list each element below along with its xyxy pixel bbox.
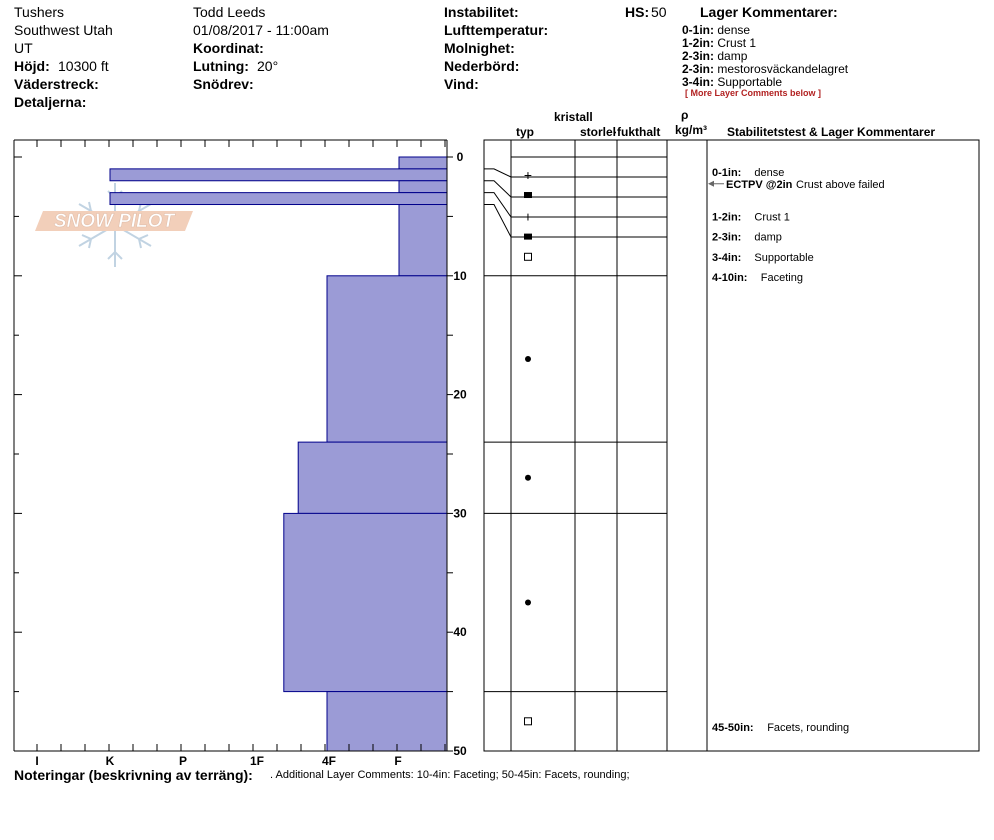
grain-symbol-open-square: [524, 717, 532, 726]
col-stability: Stabilitetstest & Lager Kommentarer: [727, 125, 936, 139]
layer-comment-range: 45-50in:: [712, 722, 754, 734]
elevation-label: Höjd:: [14, 58, 50, 74]
more-comments-link[interactable]: [ More Layer Comments below ]: [685, 88, 822, 98]
grain-symbol-dot: [525, 355, 531, 362]
grain-symbol-dot: [525, 599, 531, 606]
details-label: Detaljerna:: [14, 94, 87, 110]
hardness-tick-label: 1F: [250, 754, 264, 768]
hardness-tick-label: K: [106, 754, 115, 768]
hardness-tick-label: I: [35, 754, 38, 768]
depth-tick-label: 30: [453, 506, 467, 520]
layer-comment-text: Faceting: [761, 272, 803, 284]
observation-datetime: 01/08/2017 - 11:00am: [193, 22, 329, 38]
hardness-layer-bar: [398, 156, 448, 170]
hardness-tick-label: F: [394, 754, 401, 768]
layer-connector-line: [484, 204, 512, 238]
stability-test-text: Crust above failed: [796, 179, 885, 191]
grain-symbol-open-square: [524, 252, 532, 261]
air-temp-label: Lufttemperatur:: [444, 22, 549, 38]
slope-label: Lutning:: [193, 58, 249, 74]
coordinate-label: Koordinat:: [193, 40, 264, 56]
hardness-layer-bar: [283, 512, 448, 693]
grain-symbol-plus: +: [524, 167, 532, 183]
elevation-value: 10300 ft: [58, 58, 109, 74]
sky-label: Molnighet:: [444, 40, 515, 56]
drift-label: Snödrev:: [193, 76, 254, 92]
header-comment-row: 2-3in: mestorosväckandelagret: [682, 62, 849, 76]
region-name: Southwest Utah: [14, 22, 113, 38]
snowpilot-logo: SNOW PILOT: [35, 183, 193, 267]
hardness-layer-bar: [109, 168, 448, 182]
depth-tick-label: 0: [457, 150, 464, 164]
layer-comment-text: Supportable: [754, 252, 813, 264]
hs-label: HS:: [625, 4, 650, 20]
depth-tick-label: 10: [453, 269, 467, 283]
hardness-layer-bar: [109, 192, 448, 206]
stratigraphy-table: + + ECTPV @2in Crust above failed 0-1in: dens…: [483, 139, 980, 752]
state-name: UT: [14, 40, 33, 56]
col-density-unit: kg/m³: [675, 123, 708, 137]
header-comment-row: 1-2in: Crust 1: [682, 36, 757, 50]
layer-comment-text: dense: [754, 167, 784, 179]
notes-text: . Additional Layer Comments: 10-4in: Fac…: [270, 769, 630, 781]
hardness-layer-bar: [326, 691, 448, 752]
grain-symbol-filled-square: [524, 233, 532, 240]
location-name: Tushers: [14, 4, 65, 20]
wind-label: Vind:: [444, 76, 479, 92]
hardness-layer-bar: [398, 204, 448, 277]
aspect-label: Väderstreck:: [14, 76, 99, 92]
header-comment-row: 2-3in: damp: [682, 49, 748, 63]
hardness-layer-bar: [398, 180, 448, 194]
layer-connector-line: [484, 192, 512, 218]
grain-symbol-filled-square: [524, 192, 532, 199]
layer-comment-range: 1-2in:: [712, 211, 741, 223]
layer-comment-range: 4-10in:: [712, 272, 747, 284]
col-rho: ρ: [681, 108, 689, 122]
observer-name: Todd Leeds: [193, 4, 266, 20]
col-typ: typ: [516, 125, 534, 139]
layer-comment-text: Crust 1: [754, 211, 789, 223]
stability-test-label: ECTPV @2in: [726, 179, 793, 191]
slope-value: 20°: [257, 58, 279, 74]
header-comment-row: 3-4in: Supportable: [682, 75, 783, 89]
notes-label: Noteringar (beskrivning av terräng):: [14, 767, 253, 783]
layer-connector-line: [484, 168, 512, 178]
hardness-tick-label: 4F: [322, 754, 336, 768]
depth-tick-label: 50: [453, 744, 467, 758]
hardness-plot: I K P 1F 4F F 0 10 20 30 40 50: [13, 139, 467, 768]
layer-comment-range: 0-1in:: [712, 167, 741, 179]
hardness-layer-bar: [297, 441, 448, 514]
layer-comment-range: 2-3in:: [712, 232, 741, 244]
layer-comments-title: Lager Kommentarer:: [700, 4, 838, 20]
col-kristall: kristall: [554, 110, 593, 124]
logo-text: SNOW PILOT: [54, 211, 176, 232]
hardness-tick-label: P: [179, 754, 187, 768]
col-storlek: storlek: [580, 126, 616, 139]
precip-label: Nederbörd:: [444, 58, 520, 74]
layer-comment-text: Facets, rounding: [767, 722, 849, 734]
depth-tick-label: 40: [453, 625, 467, 639]
grain-symbol-dot: [525, 474, 531, 481]
instability-label: Instabilitet:: [444, 4, 519, 20]
hardness-layer-bar: [326, 275, 448, 443]
grain-symbol-plus: +: [524, 208, 532, 224]
test-pointer-arrow: [708, 180, 714, 187]
logo-banner: [35, 211, 193, 231]
depth-tick-label: 20: [453, 388, 467, 402]
table-frame: [483, 139, 980, 752]
layer-comment-range: 3-4in:: [712, 252, 741, 264]
layer-comment-text: damp: [754, 232, 782, 244]
col-fukthalt: fukthalt: [617, 125, 661, 139]
hs-value: 50: [651, 4, 667, 20]
layer-connector-line: [484, 180, 512, 198]
header-comment-row: 0-1in: dense: [682, 23, 751, 37]
